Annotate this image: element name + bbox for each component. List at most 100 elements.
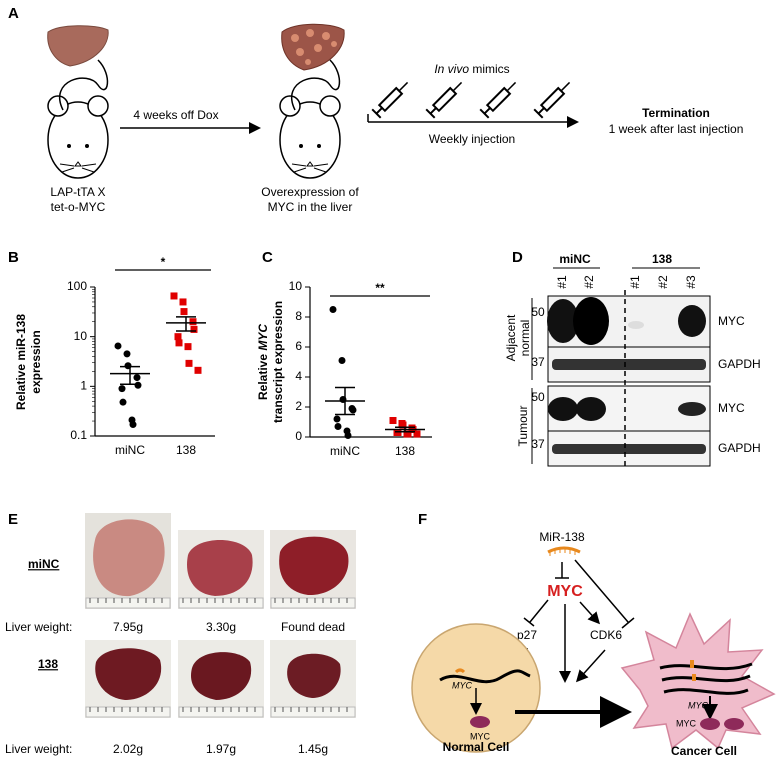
mw-marker: 37 <box>531 355 545 369</box>
italic-text: In vivo <box>434 62 469 76</box>
group-label: miNC <box>559 252 591 266</box>
data-point <box>179 298 187 306</box>
data-point <box>349 406 357 414</box>
gene-label: MYC <box>688 700 709 710</box>
data-point <box>189 318 197 326</box>
data-point <box>170 292 178 300</box>
target-label: p27 <box>517 628 537 642</box>
liver-photos <box>85 513 356 718</box>
panel-label: D <box>512 249 523 266</box>
y-axis-label: Relative MYC <box>256 324 270 400</box>
syringe <box>425 77 467 119</box>
text: mimics <box>472 62 509 76</box>
significance-label: ** <box>375 281 385 295</box>
y-tick-label: 2 <box>295 399 302 413</box>
protein-label: MYC <box>718 401 745 415</box>
lane-label: #1 <box>555 275 569 289</box>
mw-marker: 50 <box>531 390 545 404</box>
mw-marker: 37 <box>531 437 545 451</box>
lane-label: #2 <box>656 275 670 289</box>
panel-label: E <box>8 511 18 528</box>
text: Relative <box>256 354 270 400</box>
cancer-cell <box>620 612 776 750</box>
group-label: 138 <box>652 252 672 266</box>
y-tick-label: 0.1 <box>70 428 87 442</box>
oncogene-label: MYC <box>547 583 583 600</box>
model-label: tet-o-MYC <box>51 200 106 214</box>
endpoint-detail: 1 week after last injection <box>609 122 744 136</box>
y-tick-label: 10 <box>74 329 88 343</box>
protein-label: GAPDH <box>718 441 761 455</box>
cell-label: Cancer Cell <box>671 744 737 758</box>
y-axis-label: expression <box>29 330 43 393</box>
data-point <box>338 357 346 364</box>
y-tick-label: 4 <box>295 369 302 383</box>
treatment-label: In vivo mimics <box>434 62 509 76</box>
step-label: 4 weeks off Dox <box>133 108 218 122</box>
data-point <box>399 421 407 429</box>
mouse-icon <box>279 59 341 179</box>
weight-value: 7.95g <box>113 620 143 634</box>
data-point <box>134 381 142 389</box>
y-tick-label: 0 <box>295 429 302 443</box>
weight-value: 2.02g <box>113 742 143 756</box>
weight-value: 3.30g <box>206 620 236 634</box>
protein-label: GAPDH <box>718 357 761 371</box>
weight-label: Liver weight: <box>5 620 72 634</box>
protein-icon <box>470 716 490 728</box>
y-tick-label: 10 <box>289 279 303 293</box>
tissue-label: Adjacent <box>504 314 518 361</box>
weight-value: Found dead <box>281 620 345 634</box>
cell-label: Normal Cell <box>443 740 510 754</box>
tumour-nodules <box>291 29 337 65</box>
gene-label: MYC <box>452 680 473 690</box>
data-point <box>118 385 126 393</box>
protein-label: MYC <box>470 731 491 741</box>
panel-label: F <box>418 511 427 528</box>
data-point <box>184 343 192 351</box>
panel-label: A <box>8 5 19 22</box>
target-label: CDK6 <box>590 628 622 642</box>
y-axis-label: Relative miR-138 <box>14 314 28 410</box>
data-point <box>175 339 183 347</box>
data-point <box>333 415 341 423</box>
syringe <box>371 77 413 119</box>
data-point <box>329 306 337 313</box>
weight-label: Liver weight: <box>5 742 72 756</box>
data-point <box>344 432 352 439</box>
data-point <box>174 333 182 341</box>
italic-text: MYC <box>256 324 270 351</box>
data-point <box>119 398 127 406</box>
protein-label: MYC <box>718 314 745 328</box>
data-point <box>190 325 198 333</box>
y-tick-label: 100 <box>67 279 87 293</box>
liver-icon <box>47 25 109 67</box>
mw-marker: 50 <box>531 305 545 319</box>
y-tick-label: 1 <box>80 379 87 393</box>
data-point <box>114 342 122 350</box>
y-axis-label: transcript expression <box>271 301 285 423</box>
significance-label: * <box>161 255 166 269</box>
lane-label: #3 <box>684 275 698 289</box>
panel-label: C <box>262 249 273 266</box>
data-point <box>133 374 141 382</box>
data-point <box>194 366 202 374</box>
syringe <box>533 77 575 119</box>
y-tick-label: 6 <box>295 339 302 353</box>
data-point <box>180 308 188 316</box>
syringe <box>479 77 521 119</box>
data-point <box>413 430 421 438</box>
lane-label: #2 <box>582 275 596 289</box>
mirna-label: MiR-138 <box>539 530 585 544</box>
pathway-arrows <box>520 559 635 683</box>
group-label: miNC <box>28 557 60 571</box>
endpoint-label: Termination <box>642 106 710 120</box>
group-label: 138 <box>38 657 58 671</box>
x-tick-label: 138 <box>176 443 196 457</box>
mouse-icon <box>47 59 109 179</box>
mirna-icon <box>547 546 581 554</box>
lane-label: #1 <box>628 275 642 289</box>
model-label: LAP-tTA X <box>50 185 105 199</box>
y-tick-label: 8 <box>295 309 302 323</box>
